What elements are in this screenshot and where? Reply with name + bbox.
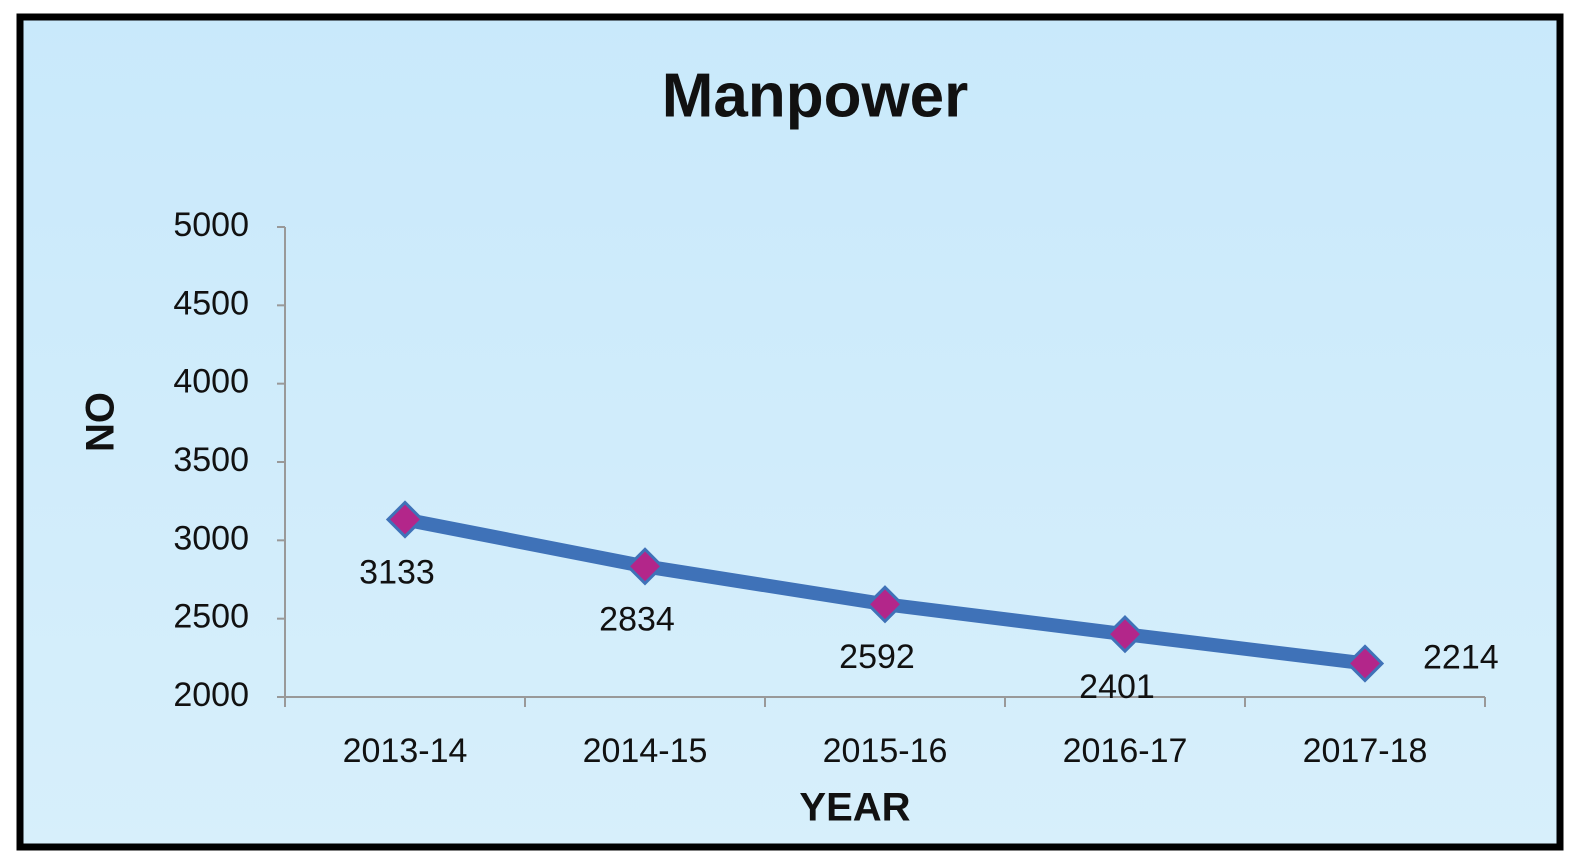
data-label: 2834 <box>599 600 675 638</box>
y-tick-label: 2500 <box>173 598 249 636</box>
y-tick-label: 5000 <box>173 206 249 244</box>
x-tick-label: 2017-18 <box>1303 732 1428 770</box>
x-tick-label: 2013-14 <box>343 732 468 770</box>
data-label: 2214 <box>1423 638 1499 676</box>
x-tick-label: 2015-16 <box>823 732 948 770</box>
marker <box>865 585 905 624</box>
data-label: 2592 <box>839 638 915 676</box>
x-tick-label: 2014-15 <box>583 732 708 770</box>
y-tick-label: 2000 <box>173 676 249 714</box>
marker <box>385 500 425 539</box>
y-axis-label: NO <box>79 392 123 452</box>
marker <box>1105 615 1145 654</box>
y-tick-label: 4500 <box>173 284 249 322</box>
marker <box>625 547 665 586</box>
y-tick-label: 3500 <box>173 441 249 479</box>
x-tick-label: 2016-17 <box>1063 732 1188 770</box>
data-label: 2401 <box>1079 668 1155 706</box>
chart-title: Manpower <box>662 61 969 130</box>
chart-frame <box>16 13 1564 851</box>
y-tick-label: 4000 <box>173 363 249 401</box>
y-tick-label: 3000 <box>173 519 249 557</box>
x-axis-label: YEAR <box>799 786 910 830</box>
marker <box>1345 644 1385 683</box>
data-label: 3133 <box>359 553 435 591</box>
